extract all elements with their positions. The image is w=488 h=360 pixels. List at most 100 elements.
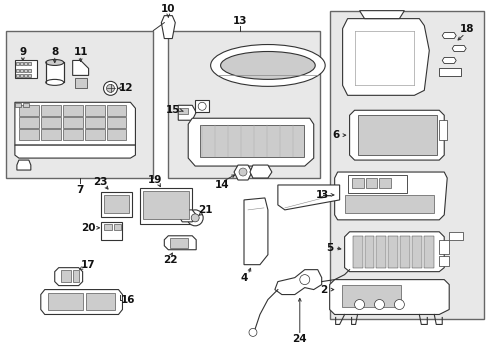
Bar bbox=[106, 105, 126, 116]
Bar bbox=[341, 285, 401, 306]
Text: 9: 9 bbox=[19, 48, 26, 58]
Polygon shape bbox=[249, 165, 271, 178]
Text: 16: 16 bbox=[121, 294, 136, 305]
Ellipse shape bbox=[374, 300, 384, 310]
Bar bbox=[84, 105, 104, 116]
Polygon shape bbox=[342, 19, 428, 95]
Text: 22: 22 bbox=[163, 255, 177, 265]
Bar bbox=[400, 236, 409, 268]
Bar bbox=[178, 108, 188, 114]
Polygon shape bbox=[441, 32, 455, 39]
Polygon shape bbox=[451, 45, 465, 51]
Bar bbox=[15, 60, 37, 78]
Bar bbox=[195, 100, 209, 112]
Bar bbox=[19, 105, 39, 116]
Polygon shape bbox=[15, 102, 135, 145]
Bar bbox=[61, 270, 71, 282]
Text: 5: 5 bbox=[325, 243, 333, 253]
Ellipse shape bbox=[187, 210, 203, 226]
Bar bbox=[101, 192, 132, 217]
Text: 8: 8 bbox=[51, 48, 58, 58]
Bar bbox=[73, 270, 79, 282]
Text: 24: 24 bbox=[292, 334, 306, 345]
Bar bbox=[24, 62, 27, 65]
Bar bbox=[28, 62, 31, 65]
Text: 7: 7 bbox=[76, 185, 83, 195]
Bar bbox=[143, 191, 189, 219]
Polygon shape bbox=[17, 160, 31, 170]
Polygon shape bbox=[178, 210, 196, 222]
Bar bbox=[438, 240, 448, 254]
Bar bbox=[19, 129, 39, 140]
Bar bbox=[438, 256, 448, 266]
Text: 10: 10 bbox=[161, 4, 175, 14]
Ellipse shape bbox=[354, 300, 364, 310]
Bar bbox=[24, 74, 27, 77]
Text: 14: 14 bbox=[214, 180, 229, 190]
Bar bbox=[19, 117, 39, 128]
Bar bbox=[62, 129, 82, 140]
Ellipse shape bbox=[46, 80, 63, 85]
Polygon shape bbox=[161, 15, 175, 39]
Bar bbox=[351, 178, 363, 188]
Bar bbox=[41, 117, 61, 128]
Ellipse shape bbox=[210, 45, 325, 86]
Bar bbox=[17, 62, 20, 65]
Ellipse shape bbox=[46, 59, 63, 66]
Text: 15: 15 bbox=[166, 105, 180, 115]
Bar bbox=[387, 236, 398, 268]
Bar bbox=[376, 236, 386, 268]
Bar bbox=[101, 222, 122, 240]
Text: 11: 11 bbox=[73, 48, 88, 58]
Polygon shape bbox=[274, 270, 321, 294]
Bar bbox=[20, 74, 23, 77]
Bar bbox=[85, 293, 115, 310]
Text: 20: 20 bbox=[81, 223, 96, 233]
Bar bbox=[364, 236, 374, 268]
Ellipse shape bbox=[198, 102, 206, 110]
Bar bbox=[15, 103, 21, 107]
Bar bbox=[140, 188, 192, 224]
Bar bbox=[48, 293, 82, 310]
Text: 2: 2 bbox=[320, 284, 326, 294]
Text: 1: 1 bbox=[315, 190, 323, 200]
Bar bbox=[168, 31, 319, 178]
Polygon shape bbox=[73, 60, 88, 75]
Bar bbox=[113, 224, 121, 230]
Bar bbox=[438, 68, 460, 76]
Bar bbox=[411, 236, 422, 268]
Bar bbox=[347, 175, 407, 193]
Polygon shape bbox=[55, 268, 82, 285]
Bar bbox=[103, 224, 111, 230]
Bar bbox=[46, 62, 63, 82]
Polygon shape bbox=[441, 58, 455, 63]
Bar bbox=[17, 74, 20, 77]
Bar bbox=[24, 69, 27, 72]
Polygon shape bbox=[349, 110, 443, 160]
Bar bbox=[365, 178, 377, 188]
Bar bbox=[28, 69, 31, 72]
Text: 23: 23 bbox=[93, 177, 107, 187]
Bar bbox=[41, 129, 61, 140]
Bar bbox=[438, 120, 447, 140]
Bar bbox=[103, 195, 129, 213]
Bar bbox=[20, 69, 23, 72]
Polygon shape bbox=[359, 11, 404, 19]
Ellipse shape bbox=[191, 214, 199, 222]
Bar bbox=[41, 105, 61, 116]
Bar bbox=[62, 117, 82, 128]
Bar bbox=[106, 129, 126, 140]
Bar bbox=[200, 125, 303, 157]
Bar bbox=[106, 117, 126, 128]
Text: 4: 4 bbox=[240, 273, 247, 283]
Polygon shape bbox=[164, 236, 196, 250]
Polygon shape bbox=[277, 185, 339, 210]
Ellipse shape bbox=[106, 84, 114, 92]
Bar bbox=[62, 105, 82, 116]
Ellipse shape bbox=[239, 168, 246, 176]
Polygon shape bbox=[344, 232, 443, 272]
Bar bbox=[329, 11, 483, 319]
Polygon shape bbox=[329, 280, 448, 315]
Ellipse shape bbox=[394, 300, 404, 310]
Text: 12: 12 bbox=[119, 84, 133, 93]
